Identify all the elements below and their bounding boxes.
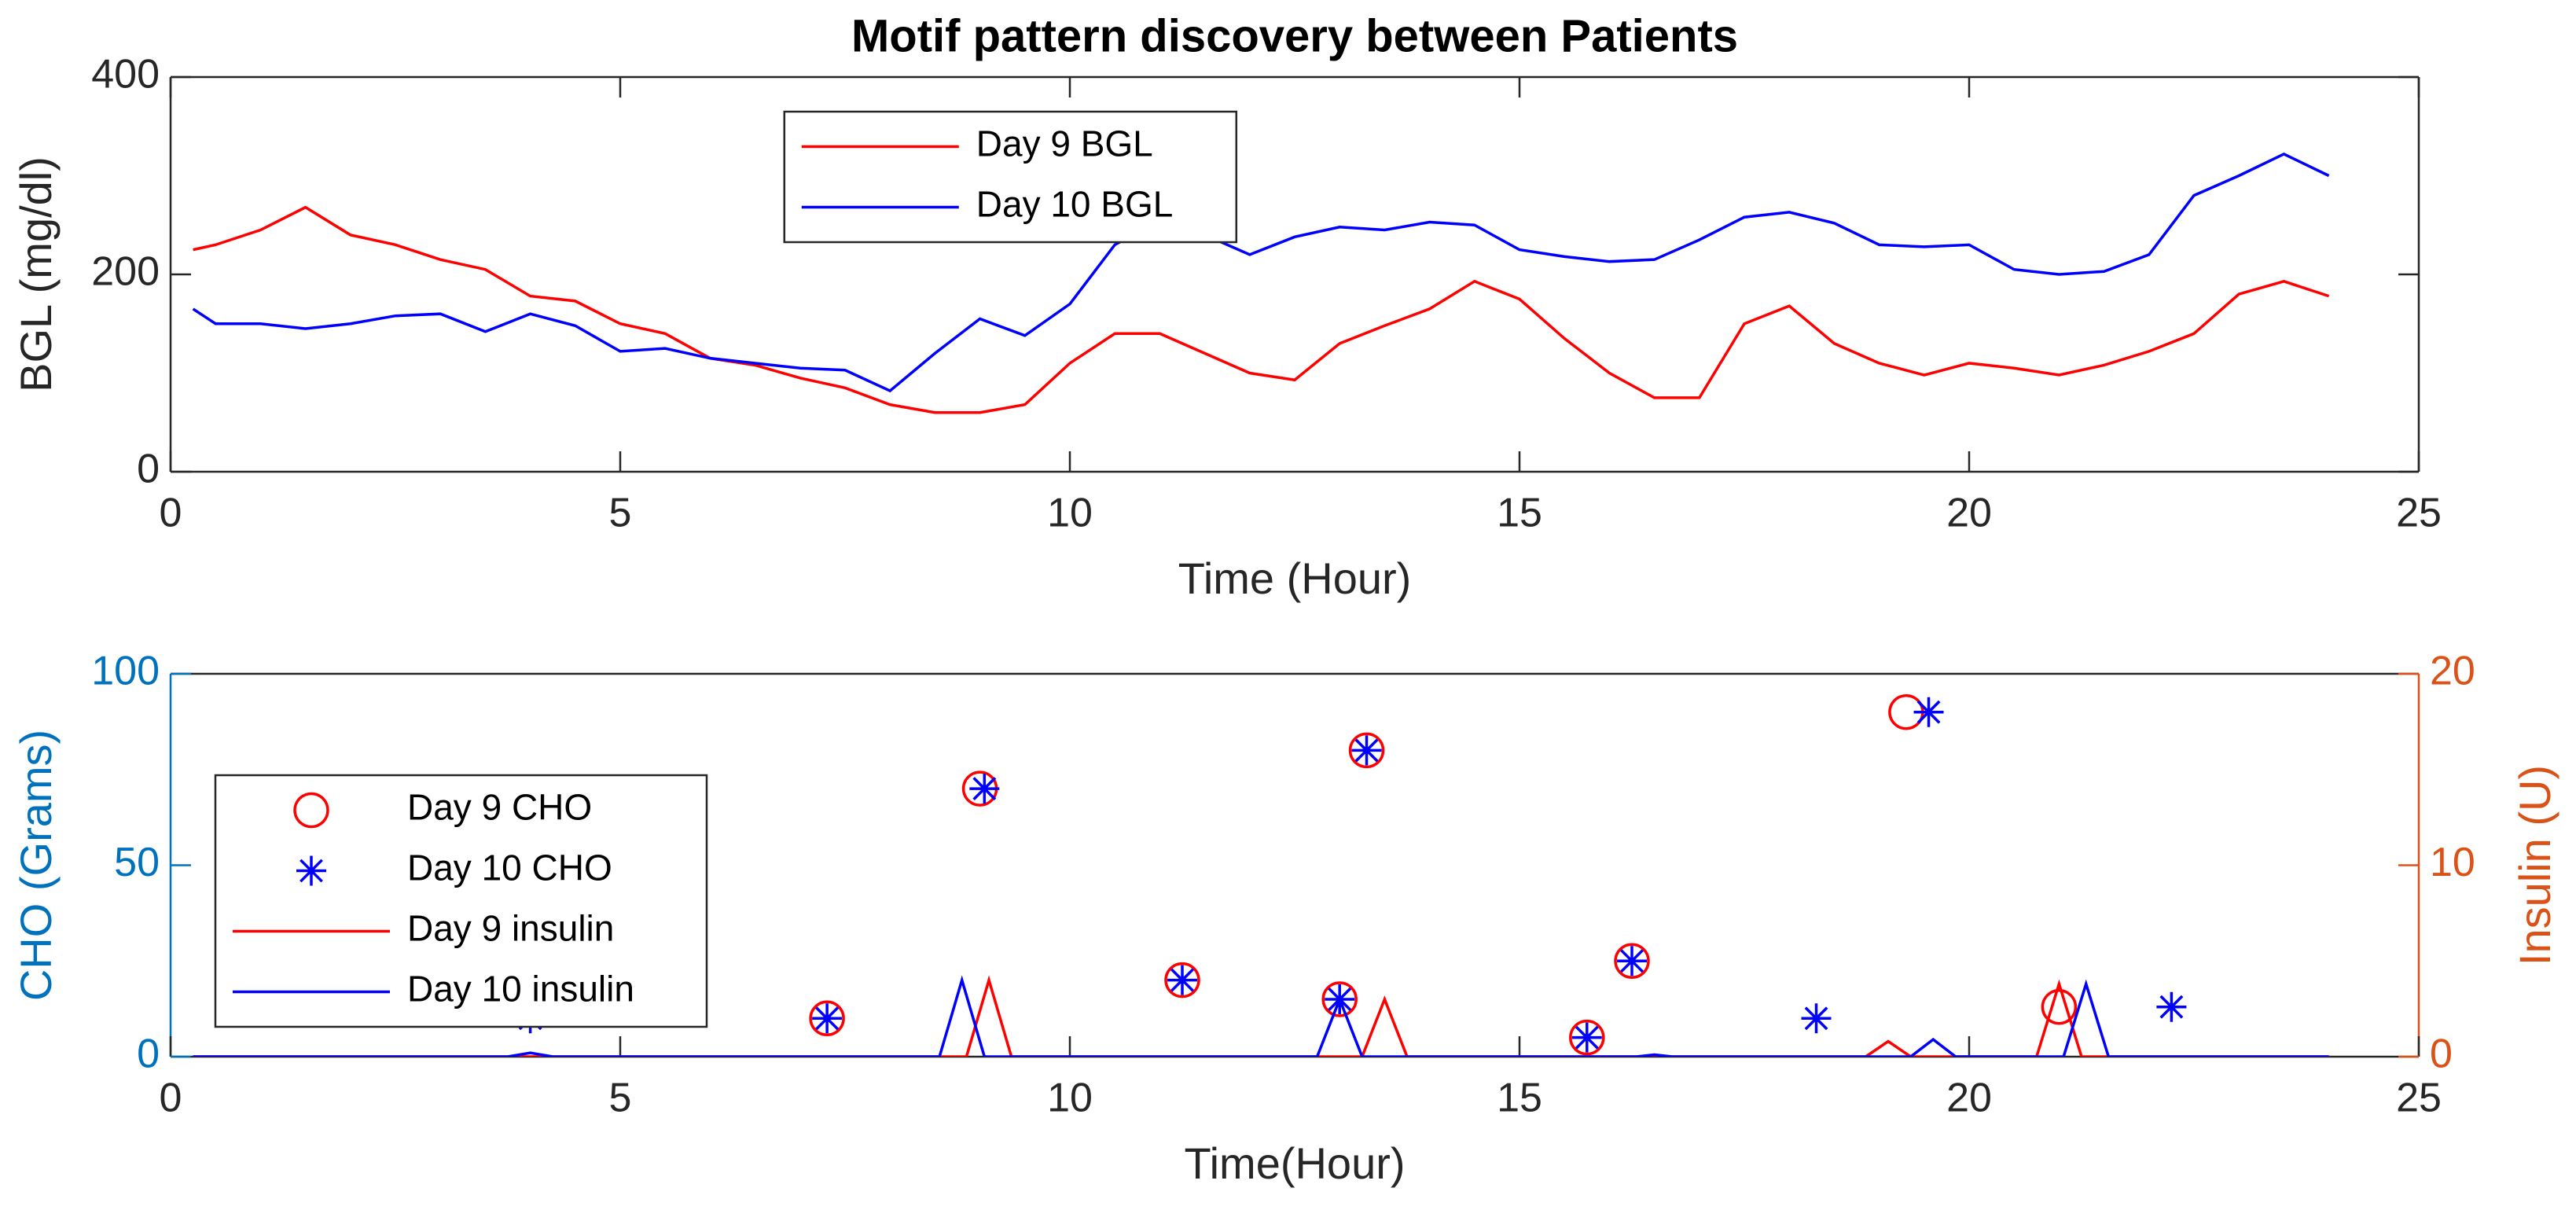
y2-axis-label: Insulin (U) <box>2510 765 2559 965</box>
legend-box <box>783 110 1238 244</box>
x-tick-label: 10 <box>1047 1076 1093 1121</box>
circle-marker <box>809 1000 845 1037</box>
star-marker <box>1351 735 1382 766</box>
star-marker <box>1571 1022 1602 1053</box>
x-tick-label: 20 <box>1946 1076 1992 1121</box>
x-tick-label: 25 <box>2396 1076 2442 1121</box>
y2-tick-label: 10 <box>2430 840 2475 885</box>
legend-circle <box>293 792 329 829</box>
x-tick-label: 15 <box>1497 491 1542 536</box>
y-axis-label: BGL (mg/dl) <box>11 156 61 392</box>
x-axis-label: Time (Hour) <box>1178 553 1412 603</box>
y-tick-label: 400 <box>91 52 160 97</box>
circle-marker <box>1164 962 1200 998</box>
star-marker <box>969 774 1000 804</box>
x-tick-label: 0 <box>160 491 182 536</box>
circle-marker <box>1614 943 1650 979</box>
legend-label: Day 10 CHO <box>407 848 612 888</box>
x-tick-label: 5 <box>609 491 632 536</box>
circle-marker <box>2041 988 2078 1025</box>
circle-marker <box>1321 981 1358 1017</box>
x-tick-label: 20 <box>1946 491 1992 536</box>
circle-marker <box>1569 1019 1605 1056</box>
y-tick-label: 200 <box>91 249 160 295</box>
y2-tick-label: 0 <box>2430 1032 2453 1077</box>
legend-label: Day 9 CHO <box>407 787 592 828</box>
star-marker <box>1617 946 1647 976</box>
series-line <box>193 975 2329 1057</box>
star-marker <box>1167 965 1197 995</box>
legend-label: Day 9 insulin <box>407 908 614 949</box>
y-axis-label: CHO (Grams) <box>11 730 61 1001</box>
star-marker <box>1913 697 1944 727</box>
y2-tick-label: 20 <box>2430 649 2475 694</box>
star-marker <box>812 1003 843 1034</box>
x-tick-label: 10 <box>1047 491 1093 536</box>
star-marker <box>2156 991 2187 1022</box>
series-line <box>193 205 2330 414</box>
circle-marker <box>1348 732 1385 769</box>
legend-label: Day 10 BGL <box>976 184 1174 225</box>
chart-title: Motif pattern discovery between Patients <box>851 10 1738 61</box>
x-tick-label: 25 <box>2396 491 2442 536</box>
y-tick-label: 50 <box>114 840 160 885</box>
plot-area <box>192 152 2330 414</box>
x-axis-label: Time(Hour) <box>1184 1138 1405 1188</box>
x-tick-label: 15 <box>1497 1076 1542 1121</box>
plot-area <box>193 693 2329 1057</box>
legend-star <box>296 855 326 886</box>
legend-label: Day 10 insulin <box>407 969 634 1010</box>
series-line <box>192 152 2330 393</box>
star-marker <box>1801 1003 1832 1034</box>
y-tick-label: 100 <box>91 649 160 694</box>
x-tick-label: 5 <box>609 1076 632 1121</box>
y-tick-label: 0 <box>137 447 160 492</box>
legend-label: Day 9 BGL <box>976 123 1153 164</box>
y-tick-label: 0 <box>137 1032 160 1077</box>
x-tick-label: 0 <box>160 1076 182 1121</box>
